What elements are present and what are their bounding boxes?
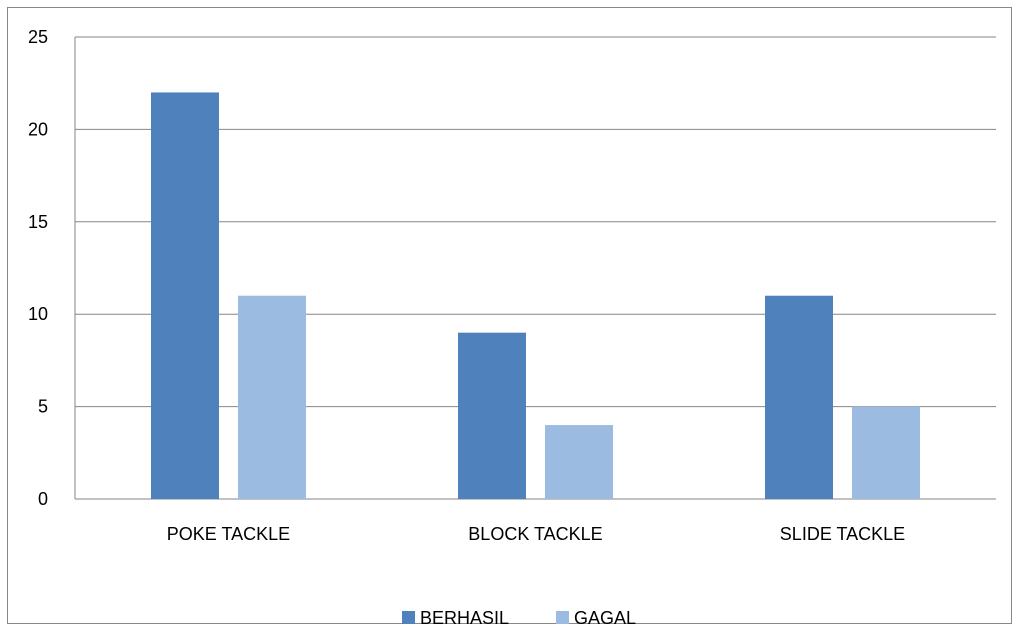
legend-label-berhasil: BERHASIL <box>420 608 509 626</box>
bar-berhasil-2 <box>458 332 526 499</box>
bar-berhasil-3 <box>765 295 833 499</box>
y-axis: 0 5 10 15 20 25 <box>28 27 76 509</box>
bar-berhasil-1 <box>151 92 219 499</box>
y-tick-label: 15 <box>28 212 48 232</box>
x-category-label: BLOCK TACKLE <box>468 524 602 544</box>
x-axis: POKE TACKLE BLOCK TACKLE SLIDE TACKLE <box>167 524 905 544</box>
legend-label-gagal: GAGAL <box>574 608 636 626</box>
y-tick-label: 20 <box>28 119 48 139</box>
legend-swatch-gagal <box>556 611 569 624</box>
y-tick-label: 0 <box>38 489 48 509</box>
legend: BERHASIL GAGAL <box>402 608 636 626</box>
y-tick-label: 25 <box>28 27 48 47</box>
gridlines <box>75 36 996 500</box>
bars <box>151 92 920 499</box>
bar-gagal-3 <box>852 406 920 499</box>
y-tick-label: 5 <box>38 397 48 417</box>
x-category-label: POKE TACKLE <box>167 524 290 544</box>
x-category-label: SLIDE TACKLE <box>780 524 905 544</box>
bar-gagal-2 <box>545 425 613 499</box>
legend-swatch-berhasil <box>402 611 415 624</box>
y-tick-label: 10 <box>28 304 48 324</box>
bar-gagal-1 <box>238 295 306 499</box>
